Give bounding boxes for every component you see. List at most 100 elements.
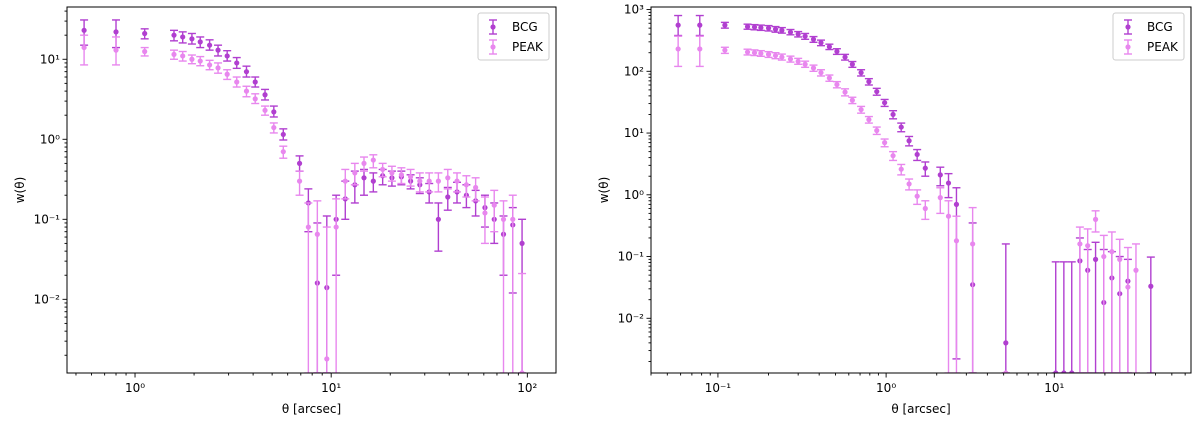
marker — [744, 49, 751, 55]
data-point — [872, 87, 881, 96]
legend-label: PEAK — [1147, 40, 1179, 54]
marker — [280, 131, 286, 138]
data-point — [750, 49, 759, 57]
data-point — [341, 168, 350, 200]
data-point — [80, 34, 89, 66]
data-point — [674, 14, 683, 37]
data-point — [756, 24, 765, 32]
x-tick-label: 10² — [517, 381, 537, 395]
marker — [463, 182, 469, 188]
y-tick-label: 10⁻² — [34, 292, 61, 306]
marker — [842, 54, 848, 60]
marker — [953, 201, 960, 207]
marker — [482, 210, 488, 216]
data-point — [232, 56, 241, 70]
chart-panel-1: 10⁰ 10¹ 10² 10⁻² 10⁻¹ 10⁰ 10¹ θ [arcsec] w(θ) BCG… — [13, 6, 557, 416]
marker — [675, 22, 681, 28]
legend-frame — [1112, 12, 1185, 61]
data-point — [269, 105, 278, 118]
data-point — [187, 54, 196, 65]
data-point — [674, 35, 683, 68]
x-axis-label: θ [arcsec] — [282, 402, 341, 416]
marker — [866, 117, 872, 123]
marker — [1117, 256, 1123, 262]
data-point — [1115, 238, 1124, 373]
data-point — [880, 98, 889, 108]
data-point — [378, 162, 387, 178]
marker — [1092, 216, 1099, 222]
marker — [858, 70, 864, 76]
data-point — [196, 55, 205, 67]
marker — [1069, 370, 1075, 373]
data-point — [809, 35, 818, 43]
marker — [519, 370, 525, 373]
marker — [519, 240, 525, 246]
marker — [243, 69, 250, 75]
marker — [1125, 284, 1131, 290]
y-tick-label: 10⁻¹ — [618, 250, 645, 264]
marker — [271, 124, 277, 131]
marker — [296, 160, 303, 166]
marker — [772, 52, 779, 59]
data-point — [434, 172, 443, 193]
data-point — [794, 30, 803, 38]
data-point — [242, 65, 251, 78]
data-point — [471, 177, 480, 202]
marker — [262, 92, 268, 98]
marker — [324, 356, 330, 362]
data-point — [777, 53, 786, 61]
marker — [280, 149, 286, 155]
marker — [426, 178, 432, 184]
data-point — [825, 43, 834, 51]
marker — [751, 24, 758, 30]
data-point — [832, 80, 841, 89]
data-point — [841, 88, 850, 97]
marker — [898, 166, 904, 172]
data-point — [350, 162, 359, 186]
marker — [171, 32, 177, 38]
data-point — [360, 168, 369, 196]
data-point — [223, 69, 232, 81]
data-point — [369, 172, 378, 193]
data-point — [279, 145, 288, 159]
x-tick-label: 10⁰ — [876, 381, 896, 395]
data-point — [169, 49, 178, 60]
data-point — [695, 14, 704, 37]
data-point — [443, 168, 452, 190]
data-point — [304, 202, 313, 373]
data-point — [1001, 243, 1010, 373]
marker — [802, 33, 808, 39]
series-bcg — [80, 19, 527, 373]
data-point — [178, 31, 187, 44]
y-tick-label: 10² — [624, 64, 644, 78]
marker — [1003, 370, 1009, 373]
data-point — [848, 96, 857, 105]
data-point — [720, 21, 729, 29]
data-point — [322, 226, 331, 373]
marker — [849, 97, 855, 103]
x-tick-label: 10¹ — [1044, 381, 1064, 395]
marker — [1109, 249, 1115, 255]
data-point — [518, 272, 527, 373]
marker — [914, 151, 920, 158]
x-axis-label: θ [arcsec] — [891, 402, 950, 416]
marker — [370, 178, 376, 184]
data-point — [743, 23, 752, 30]
marker — [407, 174, 414, 180]
marker — [435, 178, 441, 184]
data-point — [196, 36, 205, 49]
data-point — [801, 32, 810, 40]
legend: BCG PEAK — [1112, 12, 1185, 61]
data-point — [214, 62, 223, 74]
data-point — [832, 48, 841, 56]
marker — [697, 22, 703, 28]
data-point — [764, 24, 773, 32]
data-point — [880, 138, 889, 148]
marker — [113, 47, 119, 53]
marker — [758, 50, 764, 56]
data-point — [921, 161, 930, 177]
axes-frame — [66, 6, 557, 374]
y-tick-label: 10¹ — [40, 52, 60, 66]
marker — [361, 160, 367, 166]
legend-entry-peak: PEAK — [1124, 39, 1179, 55]
